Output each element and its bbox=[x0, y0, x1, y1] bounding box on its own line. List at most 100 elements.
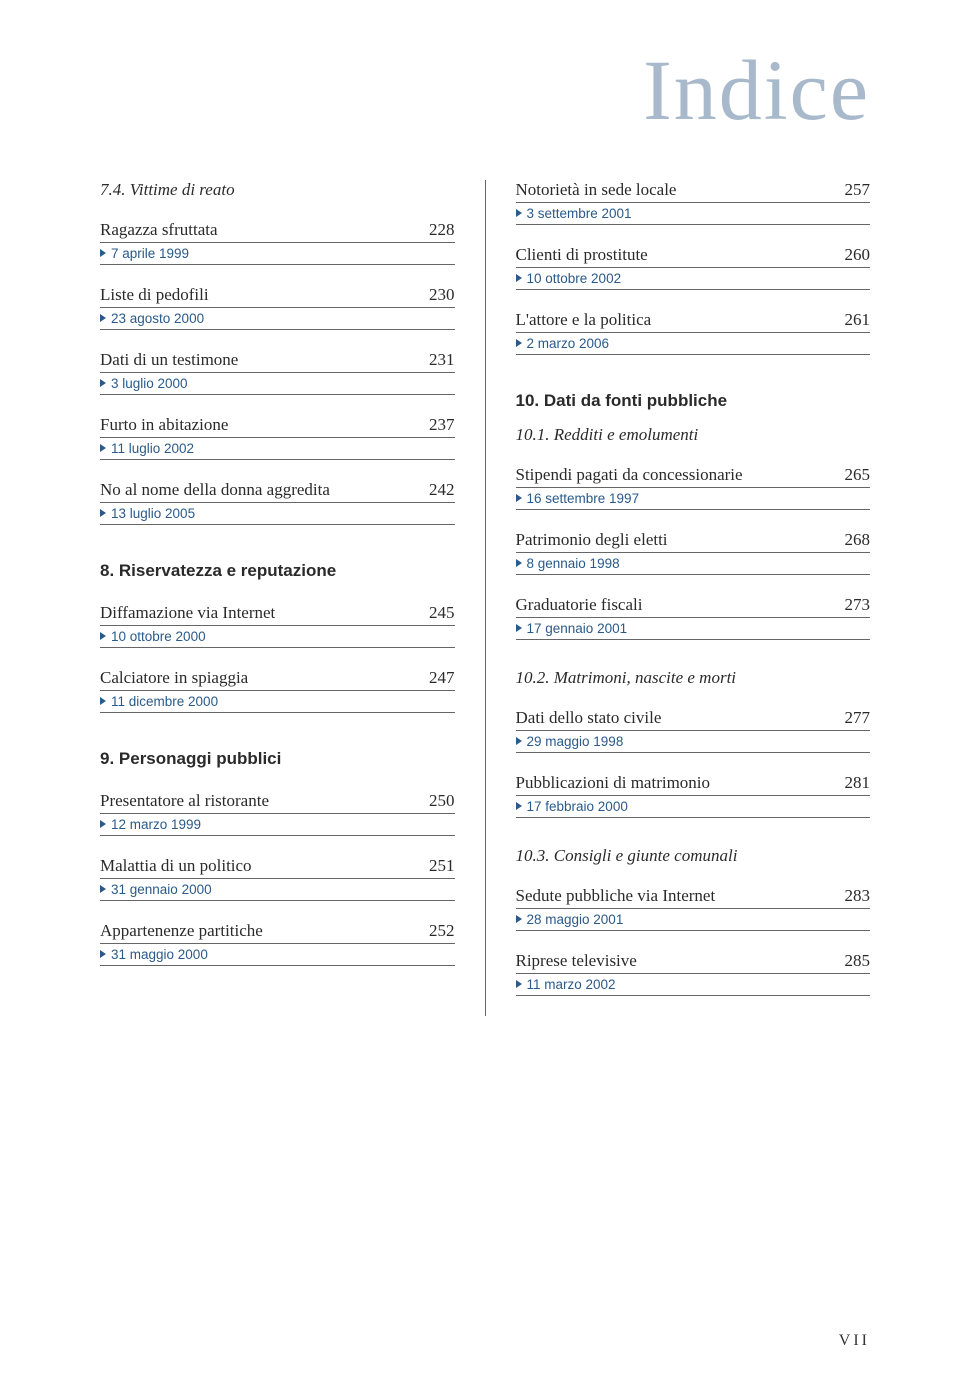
left-column: 7.4. Vittime di reato Ragazza sfruttata 2… bbox=[100, 180, 485, 1016]
entry-title: Presentatore al ristorante bbox=[100, 791, 269, 811]
entry-date: 31 maggio 2000 bbox=[100, 944, 455, 966]
section-10: 10. Dati da fonti pubbliche bbox=[516, 391, 871, 411]
entry-page: 268 bbox=[845, 530, 871, 550]
arrow-icon bbox=[100, 632, 106, 640]
toc-entry: Appartenenze partitiche252 31 maggio 200… bbox=[100, 921, 455, 966]
toc-entry: Riprese televisive 285 11 marzo 2002 bbox=[516, 951, 871, 996]
entry-page: 257 bbox=[845, 180, 871, 200]
entry-date: 12 marzo 1999 bbox=[100, 814, 455, 836]
entry-title: Clienti di prostitute bbox=[516, 245, 648, 265]
entry-page: 261 bbox=[845, 310, 871, 330]
entry-title: Appartenenze partitiche bbox=[100, 921, 263, 941]
entry-page: 231 bbox=[429, 350, 455, 370]
arrow-icon bbox=[516, 494, 522, 502]
content-columns: 7.4. Vittime di reato Ragazza sfruttata 2… bbox=[100, 180, 870, 1016]
entry-title: Stipendi pagati da concessionarie bbox=[516, 465, 743, 485]
entry-title: No al nome della donna aggredita bbox=[100, 480, 330, 500]
arrow-icon bbox=[516, 737, 522, 745]
entry-title: Malattia di un politico bbox=[100, 856, 252, 876]
entry-title: Graduatorie fiscali bbox=[516, 595, 643, 615]
entry-page: 247 bbox=[429, 668, 455, 688]
toc-entry: Sedute pubbliche via Internet283 28 magg… bbox=[516, 886, 871, 931]
entry-title: Furto in abitazione bbox=[100, 415, 228, 435]
arrow-icon bbox=[100, 697, 106, 705]
arrow-icon bbox=[100, 249, 106, 257]
toc-entry: Pubblicazioni di matrimonio 281 17 febbra… bbox=[516, 773, 871, 818]
entry-date: 16 settembre 1997 bbox=[516, 488, 871, 510]
arrow-icon bbox=[100, 509, 106, 517]
arrow-icon bbox=[100, 444, 106, 452]
section-9: 9. Personaggi pubblici bbox=[100, 749, 455, 769]
toc-entry: Liste di pedofili 230 23 agosto 2000 bbox=[100, 285, 455, 330]
entry-page: 260 bbox=[845, 245, 871, 265]
toc-entry: Clienti di prostitute 260 10 ottobre 2002 bbox=[516, 245, 871, 290]
toc-entry: L'attore e la politica 261 2 marzo 2006 bbox=[516, 310, 871, 355]
entry-title: Pubblicazioni di matrimonio bbox=[516, 773, 711, 793]
entry-date: 31 gennaio 2000 bbox=[100, 879, 455, 901]
entry-date: 11 luglio 2002 bbox=[100, 438, 455, 460]
toc-entry: Furto in abitazione 237 11 luglio 2002 bbox=[100, 415, 455, 460]
arrow-icon bbox=[516, 209, 522, 217]
entry-page: 281 bbox=[845, 773, 871, 793]
entry-date: 23 agosto 2000 bbox=[100, 308, 455, 330]
entry-date: 3 luglio 2000 bbox=[100, 373, 455, 395]
toc-entry: Presentatore al ristorante250 12 marzo 1… bbox=[100, 791, 455, 836]
section-8: 8. Riservatezza e reputazione bbox=[100, 561, 455, 581]
toc-entry: Notorietà in sede locale 257 3 settembre … bbox=[516, 180, 871, 225]
arrow-icon bbox=[100, 950, 106, 958]
entry-title: Riprese televisive bbox=[516, 951, 637, 971]
arrow-icon bbox=[100, 379, 106, 387]
subsection-7-4: 7.4. Vittime di reato bbox=[100, 180, 455, 200]
arrow-icon bbox=[516, 339, 522, 347]
arrow-icon bbox=[516, 980, 522, 988]
entry-page: 273 bbox=[845, 595, 871, 615]
arrow-icon bbox=[516, 915, 522, 923]
entry-title: Sedute pubbliche via Internet bbox=[516, 886, 716, 906]
entry-date: 17 febbraio 2000 bbox=[516, 796, 871, 818]
entry-page: 237 bbox=[429, 415, 455, 435]
entry-date: 8 gennaio 1998 bbox=[516, 553, 871, 575]
entry-page: 251 bbox=[429, 856, 455, 876]
toc-entry: Calciatore in spiaggia 247 11 dicembre 20… bbox=[100, 668, 455, 713]
entry-date: 17 gennaio 2001 bbox=[516, 618, 871, 640]
entry-date: 10 ottobre 2002 bbox=[516, 268, 871, 290]
entry-date: 7 aprile 1999 bbox=[100, 243, 455, 265]
subsection-10-3: 10.3. Consigli e giunte comunali bbox=[516, 846, 871, 866]
entry-date: 29 maggio 1998 bbox=[516, 731, 871, 753]
arrow-icon bbox=[100, 820, 106, 828]
entry-date: 2 marzo 2006 bbox=[516, 333, 871, 355]
arrow-icon bbox=[100, 885, 106, 893]
toc-entry: No al nome della donna aggredita242 13 l… bbox=[100, 480, 455, 525]
entry-title: L'attore e la politica bbox=[516, 310, 652, 330]
entry-title: Ragazza sfruttata bbox=[100, 220, 218, 240]
toc-entry: Stipendi pagati da concessionarie 265 16 … bbox=[516, 465, 871, 510]
toc-entry: Diffamazione via Internet245 10 ottobre … bbox=[100, 603, 455, 648]
entry-title: Dati di un testimone bbox=[100, 350, 238, 370]
toc-entry: Graduatorie fiscali 273 17 gennaio 2001 bbox=[516, 595, 871, 640]
entry-date: 11 marzo 2002 bbox=[516, 974, 871, 996]
toc-entry: Patrimonio degli eletti268 8 gennaio 199… bbox=[516, 530, 871, 575]
entry-page: 242 bbox=[429, 480, 455, 500]
entry-title: Liste di pedofili bbox=[100, 285, 209, 305]
subsection-10-1: 10.1. Redditi e emolumenti bbox=[516, 425, 871, 445]
toc-entry: Ragazza sfruttata 228 7 aprile 1999 bbox=[100, 220, 455, 265]
entry-title: Diffamazione via Internet bbox=[100, 603, 275, 623]
arrow-icon bbox=[100, 314, 106, 322]
entry-date: 3 settembre 2001 bbox=[516, 203, 871, 225]
entry-date: 11 dicembre 2000 bbox=[100, 691, 455, 713]
entry-title: Notorietà in sede locale bbox=[516, 180, 677, 200]
subsection-10-2: 10.2. Matrimoni, nascite e morti bbox=[516, 668, 871, 688]
entry-page: 245 bbox=[429, 603, 455, 623]
toc-entry: Malattia di un politico 251 31 gennaio 20… bbox=[100, 856, 455, 901]
entry-page: 228 bbox=[429, 220, 455, 240]
entry-page: 277 bbox=[845, 708, 871, 728]
entry-page: 230 bbox=[429, 285, 455, 305]
entry-page: 285 bbox=[845, 951, 871, 971]
entry-date: 28 maggio 2001 bbox=[516, 909, 871, 931]
arrow-icon bbox=[516, 559, 522, 567]
toc-entry: Dati dello stato civile277 29 maggio 199… bbox=[516, 708, 871, 753]
arrow-icon bbox=[516, 624, 522, 632]
right-column: Notorietà in sede locale 257 3 settembre … bbox=[485, 180, 871, 1016]
entry-title: Calciatore in spiaggia bbox=[100, 668, 248, 688]
entry-page: 265 bbox=[845, 465, 871, 485]
